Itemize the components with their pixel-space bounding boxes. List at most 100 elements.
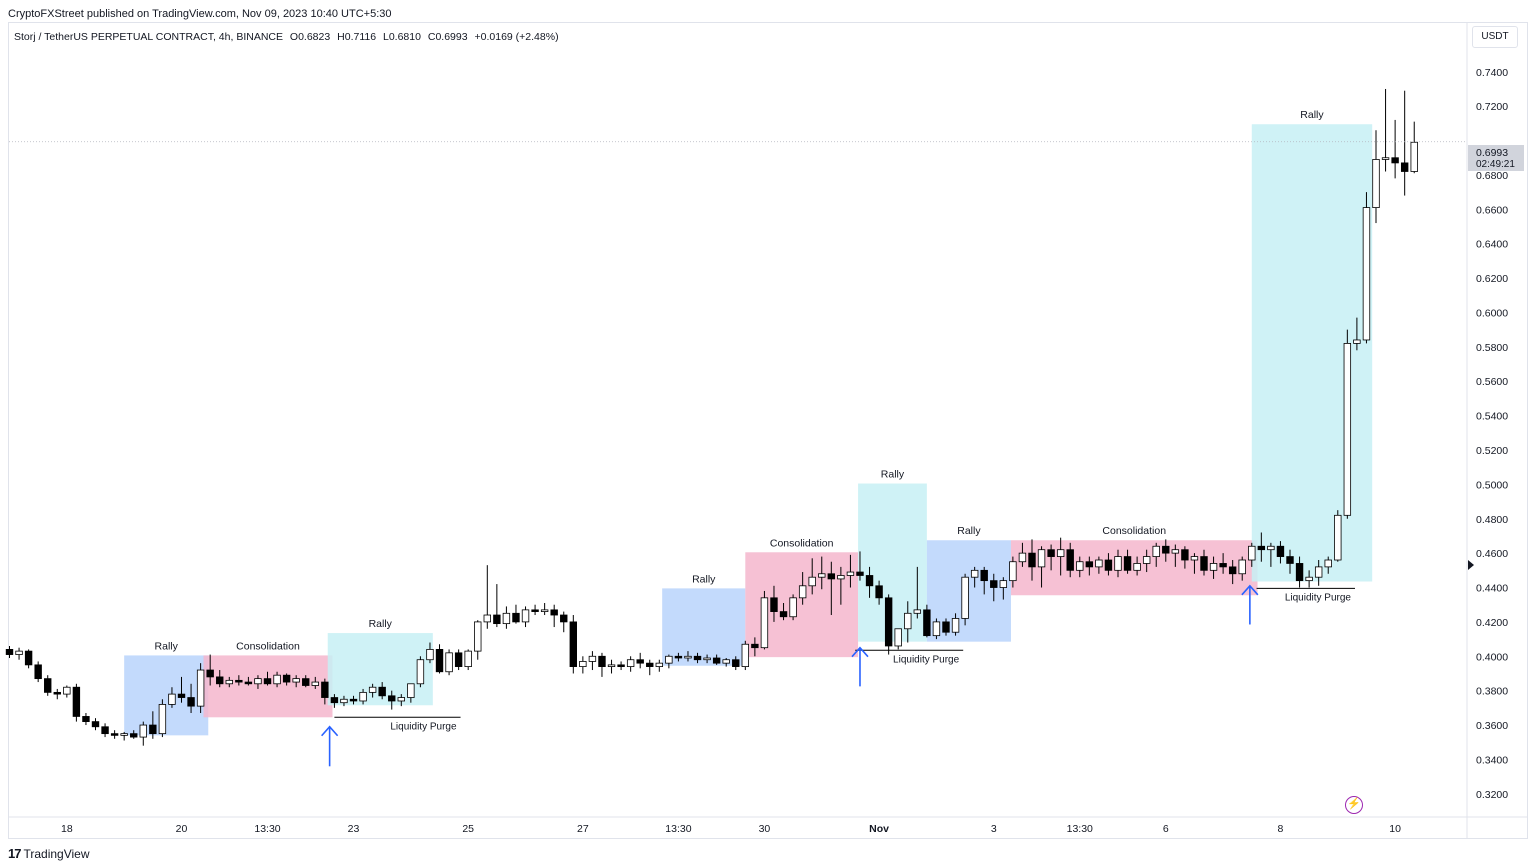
chart-frame: [8, 22, 1528, 839]
up-arrow-icon: [851, 646, 869, 687]
candle-body: [435, 649, 444, 673]
y-tick-label: 0.4200: [1476, 617, 1508, 629]
candle-body: [1142, 556, 1151, 564]
candle: [1066, 542, 1074, 578]
candle-body: [282, 674, 291, 683]
candle: [1248, 542, 1256, 567]
symbol-legend: Storj / TetherUS PERPETUAL CONTRACT, 4h,…: [14, 31, 563, 43]
candle-body: [961, 576, 969, 619]
candle-body: [1343, 343, 1352, 516]
y-tick-label: 0.3400: [1476, 754, 1508, 766]
candle-body: [254, 678, 262, 685]
candle-body: [540, 609, 549, 612]
candle-body: [712, 657, 721, 664]
candle: [512, 604, 520, 624]
candle-body: [1190, 556, 1199, 561]
y-tick-label: 0.6000: [1476, 307, 1508, 319]
zone-label: Consolidation: [236, 640, 300, 652]
candle-body: [951, 618, 960, 633]
zone-label: Consolidation: [1102, 525, 1166, 537]
y-tick-label: 0.5000: [1476, 479, 1508, 491]
candle: [1028, 539, 1036, 581]
candle-body: [1391, 157, 1399, 164]
candle-body: [1295, 563, 1304, 582]
candle-body: [34, 664, 42, 680]
candle-body: [483, 614, 491, 623]
candle-body: [1228, 566, 1237, 575]
candle: [942, 618, 950, 636]
candle-body: [63, 686, 71, 695]
candle-body: [674, 655, 683, 659]
candle: [130, 730, 138, 739]
candle: [1372, 130, 1380, 224]
x-tick-label: 13:30: [665, 823, 691, 835]
candle: [24, 649, 33, 669]
candle-body: [1410, 141, 1418, 172]
candle-body: [550, 609, 558, 616]
candle-body: [655, 662, 664, 667]
footer-brand[interactable]: 17 TradingView: [8, 846, 90, 861]
ohlc-change: +0.0169 (+2.48%): [474, 31, 559, 43]
up-arrow-icon: [1241, 584, 1259, 625]
candle-body: [693, 655, 702, 661]
candle-body: [980, 569, 988, 582]
tradingview-logo-icon: 17: [8, 846, 22, 861]
candle: [44, 675, 52, 696]
candle: [646, 659, 654, 676]
candle: [110, 730, 119, 739]
candle: [932, 618, 941, 640]
candle-body: [1248, 545, 1256, 561]
candle-body: [426, 649, 434, 661]
candle: [292, 675, 300, 688]
candle-body: [1037, 549, 1046, 568]
candle-body: [1276, 545, 1285, 557]
candle: [779, 602, 788, 621]
candle: [1257, 532, 1266, 562]
candle-body: [607, 664, 616, 667]
x-tick-label: 8: [1278, 823, 1284, 835]
candle: [1295, 556, 1304, 588]
candle-body: [1286, 556, 1294, 564]
candle-body: [970, 569, 979, 578]
candle: [101, 723, 109, 738]
zone-rally_blue-6: [926, 540, 1011, 642]
candle: [598, 652, 606, 677]
x-tick-label: 27: [577, 823, 589, 835]
scroll-marker-icon[interactable]: [1468, 560, 1474, 570]
candle: [445, 649, 453, 676]
candle: [837, 566, 845, 605]
candle-body: [407, 683, 415, 698]
candle-body: [1267, 545, 1275, 551]
zone-label: Consolidation: [770, 537, 834, 549]
candle: [359, 688, 367, 705]
candle-body: [779, 611, 788, 618]
candle: [961, 573, 969, 626]
candle-body: [292, 678, 300, 683]
candle-body: [464, 650, 472, 667]
candle: [732, 656, 740, 671]
x-tick-label: 20: [176, 823, 188, 835]
lightning-icon[interactable]: ⚡: [1345, 796, 1363, 814]
candle-body: [703, 657, 711, 661]
y-tick-label: 0.6600: [1476, 204, 1508, 216]
candle-body: [321, 681, 329, 698]
candle-body: [158, 704, 167, 735]
candle: [607, 659, 616, 674]
x-tick-label: 18: [61, 823, 73, 835]
candle-body: [1133, 563, 1141, 571]
candle: [1018, 542, 1027, 567]
candle-body: [24, 650, 33, 666]
zone-rally_blue-3: [662, 588, 746, 666]
candle-body: [120, 733, 128, 736]
candle-body: [168, 693, 176, 705]
symbol-title[interactable]: Storj / TetherUS PERPETUAL CONTRACT, 4h,…: [14, 31, 283, 43]
candle: [875, 580, 883, 605]
candle-body: [521, 609, 530, 623]
candle: [674, 652, 683, 662]
candle-body: [244, 681, 253, 685]
candle-body: [1381, 157, 1390, 160]
currency-unit-button[interactable]: USDT: [1472, 26, 1518, 48]
x-tick-label: 10: [1389, 823, 1401, 835]
candle: [846, 554, 855, 588]
